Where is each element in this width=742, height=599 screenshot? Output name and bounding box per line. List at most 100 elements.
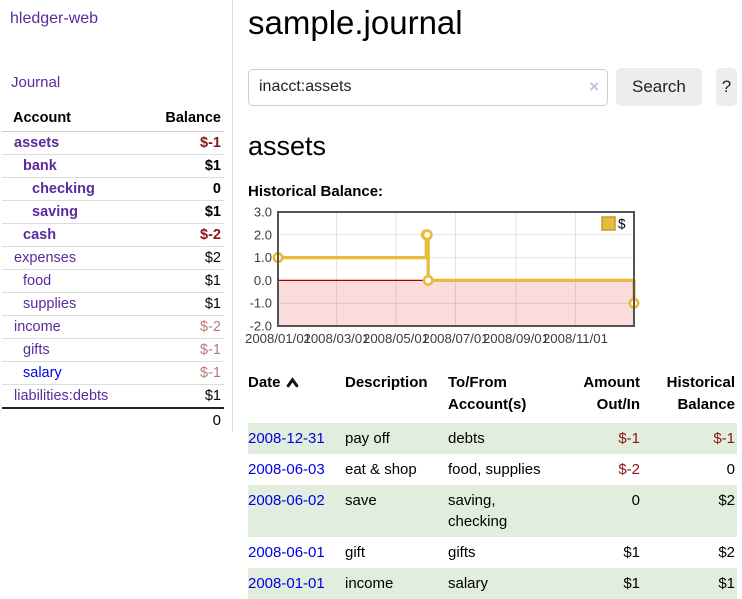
svg-text:2.0: 2.0 <box>254 227 272 242</box>
transaction-row: 2008-12-31 pay off debts $-1 $-1 <box>248 422 737 454</box>
account-link-gifts[interactable]: gifts <box>23 342 50 358</box>
account-tree-header: Account Balance <box>2 106 224 132</box>
account-row: expenses $2 <box>2 246 224 270</box>
amount-column-header: Amount Out/In <box>583 374 640 413</box>
balance-column-header: Balance <box>137 106 224 132</box>
account-link-cash[interactable]: cash <box>23 227 57 243</box>
account-link-saving[interactable]: saving <box>32 204 78 220</box>
account-link-salary[interactable]: salary <box>23 365 62 381</box>
account-tree: Account Balance assets $-1 bank $1 checking 0… <box>2 106 224 432</box>
register-header-row: Date Description To/From Account(s) Amou… <box>248 370 737 423</box>
svg-text:3.0: 3.0 <box>254 205 272 220</box>
svg-text:2008/01/01: 2008/01/01 <box>245 331 311 346</box>
sidebar-item-journal[interactable]: Journal <box>11 74 61 91</box>
help-button[interactable]: ? <box>715 68 737 106</box>
transaction-amount: $-1 <box>560 422 642 454</box>
transaction-amount: $-2 <box>618 460 640 478</box>
account-balance: $-2 <box>137 223 224 247</box>
svg-text:2008/03/01: 2008/03/01 <box>304 331 370 346</box>
historical-balance-chart[interactable]: $3.0 2.0 1.0 0.0 -1.0 -2.0 2008/01/01 2008/03/0… <box>245 205 737 349</box>
account-heading: assets <box>248 131 327 161</box>
account-row: assets $-1 <box>2 131 224 155</box>
transaction-date-link[interactable]: 2008-12-31 <box>248 429 325 447</box>
transaction-amount: $1 <box>560 567 642 599</box>
transaction-description: save <box>345 484 448 537</box>
account-balance: $-2 <box>137 315 224 339</box>
account-row: food $1 <box>2 269 224 293</box>
sidebar: hledger-web Journal Account Balance asse… <box>0 0 233 432</box>
transaction-description: eat & shop <box>345 460 417 478</box>
account-link-liabilities-debts[interactable]: liabilities:debts <box>14 388 109 404</box>
transaction-date-cell: 2008-06-02 <box>248 484 345 537</box>
account-link-assets[interactable]: assets <box>14 135 60 151</box>
account-row: gifts $-1 <box>2 338 224 362</box>
transaction-date-link[interactable]: 2008-06-03 <box>248 460 325 478</box>
svg-text:2008/07/01: 2008/07/01 <box>423 331 489 346</box>
account-row: saving $1 <box>2 200 224 224</box>
account-link-bank[interactable]: bank <box>23 158 57 174</box>
transaction-description: income <box>345 567 448 599</box>
transaction-date-cell: 2008-12-31 <box>248 422 345 454</box>
transaction-amount: 0 <box>560 484 642 537</box>
transaction-date-link[interactable]: 2008-06-02 <box>248 491 325 509</box>
svg-text:2008/05/01: 2008/05/01 <box>363 331 429 346</box>
account-balance: $-1 <box>137 131 224 155</box>
transaction-row: 2008-06-01 gift gifts $1 $2 <box>248 537 737 568</box>
transaction-balance: $2 <box>718 543 735 561</box>
transaction-accounts: gifts <box>448 543 476 561</box>
account-row: salary $-1 <box>2 361 224 385</box>
register-table: Date Description To/From Account(s) Amou… <box>248 370 737 599</box>
svg-text:$: $ <box>618 217 626 232</box>
transaction-accounts: saving, checking <box>448 484 560 537</box>
account-balance: $1 <box>137 292 224 316</box>
account-balance: $-1 <box>137 361 224 385</box>
account-row: liabilities:debts $1 <box>2 384 224 409</box>
account-link-supplies[interactable]: supplies <box>23 296 77 312</box>
transaction-balance: 0 <box>726 460 735 478</box>
account-link-expenses[interactable]: expenses <box>14 250 77 266</box>
total-balance: 0 <box>137 407 224 432</box>
description-column-header: Description <box>345 374 428 391</box>
account-tree-body: assets $-1 bank $1 checking 0 saving $1 cash $-2 e… <box>2 131 224 409</box>
chart-title: Historical Balance: <box>248 183 384 200</box>
date-column-header[interactable]: Date <box>248 370 345 423</box>
svg-text:-1.0: -1.0 <box>250 296 272 311</box>
account-row: bank $1 <box>2 154 224 178</box>
account-row: income $-2 <box>2 315 224 339</box>
account-balance: $2 <box>137 246 224 270</box>
register-body: 2008-12-31 pay off debts $-1 $-1 2008-06-03 ea… <box>248 422 737 599</box>
balance-column-header-register: Historical Balance <box>666 374 735 413</box>
transaction-date-link[interactable]: 2008-01-01 <box>248 574 325 592</box>
account-balance: $1 <box>137 154 224 178</box>
transaction-row: 2008-01-01 income salary $1 $1 <box>248 567 737 599</box>
svg-text:0.0: 0.0 <box>254 273 272 288</box>
svg-text:2008/11/01: 2008/11/01 <box>543 331 608 346</box>
svg-text:-2.0: -2.0 <box>250 319 272 334</box>
account-link-checking[interactable]: checking <box>32 181 95 197</box>
app-title-link[interactable]: hledger-web <box>10 10 99 27</box>
transaction-row: 2008-06-02 save saving, checking 0 $2 <box>248 484 737 537</box>
account-link-food[interactable]: food <box>23 273 52 289</box>
account-link-income[interactable]: income <box>14 319 61 335</box>
clear-search-icon[interactable]: × <box>589 76 599 96</box>
transaction-accounts: food, supplies <box>448 460 541 478</box>
search-button[interactable]: Search <box>616 68 702 106</box>
tofrom-column-header: To/From Account(s) <box>448 374 527 413</box>
transaction-balance: $1 <box>642 567 737 599</box>
account-balance: 0 <box>137 177 224 201</box>
transaction-description: gift <box>345 543 366 561</box>
svg-text:1.0: 1.0 <box>254 250 272 265</box>
page-title: sample.journal <box>248 4 463 41</box>
transaction-date-link[interactable]: 2008-06-01 <box>248 543 325 561</box>
account-row: supplies $1 <box>2 292 224 316</box>
transaction-description: pay off <box>345 422 448 454</box>
transaction-accounts: salary <box>448 567 560 599</box>
search-input[interactable] <box>248 68 608 106</box>
transaction-amount: $1 <box>623 543 640 561</box>
account-balance: $1 <box>137 269 224 293</box>
account-row: cash $-2 <box>2 223 224 247</box>
transaction-accounts: debts <box>448 422 560 454</box>
account-balance: $1 <box>137 200 224 224</box>
transaction-date-cell: 2008-06-03 <box>248 454 345 485</box>
transaction-date-cell: 2008-06-01 <box>248 537 345 568</box>
